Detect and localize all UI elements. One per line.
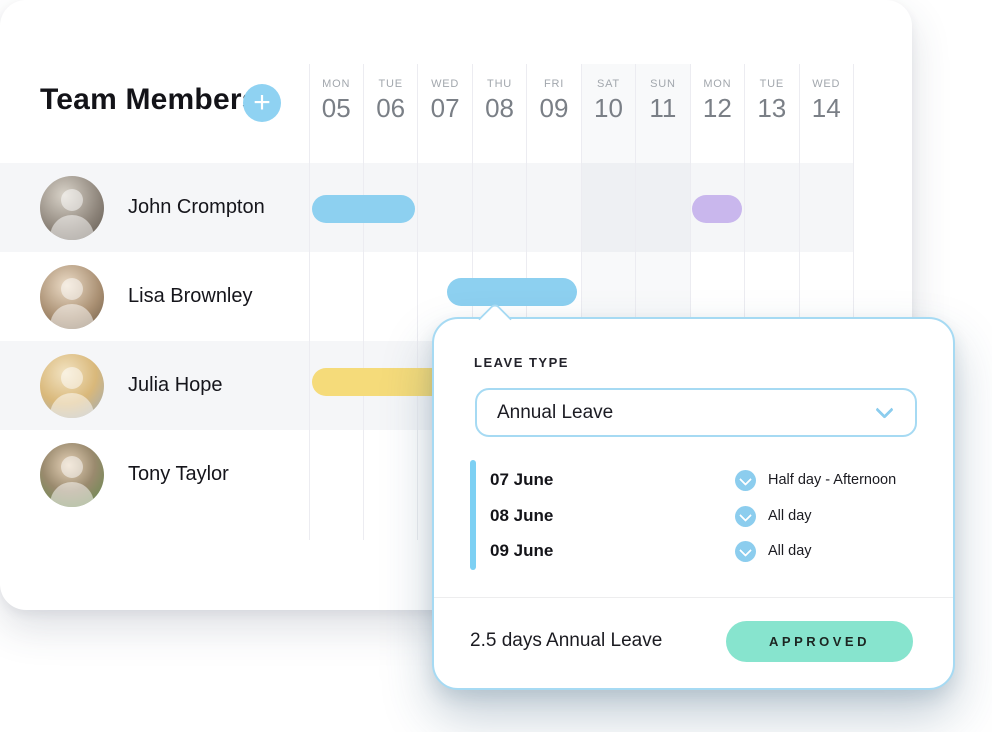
chevron-down-circle-icon[interactable] [735,541,756,562]
team-calendar-card: Team Members + MON 05 TUE 06 WED 07 THU … [40,64,854,540]
day-name: THU [487,78,513,90]
day-column-mon-05: MON 05 [308,64,363,540]
dates-accent-line [470,460,476,570]
day-column-mon-12: MON 12 [689,64,744,540]
day-date: 13 [757,93,787,123]
day-date: 08 [485,93,515,123]
leave-bar-julia-05[interactable] [311,368,438,396]
day-name: MON [703,78,732,90]
day-name: TUE [759,78,785,90]
entry-date: 09 June [490,541,554,560]
day-column-wed-14: WED 14 [798,64,853,540]
page-title: Team Members [40,83,259,116]
day-name: SAT [596,78,620,90]
member-name: Lisa Brownley [128,285,253,307]
leave-type-label: LEAVE TYPE [474,355,569,370]
avatar-lisa-brownley [40,264,104,329]
day-date: 05 [321,93,351,123]
grid-line [853,64,854,540]
day-name: TUE [378,78,403,90]
day-date: 09 [539,93,569,123]
leave-entry-row: 09 June All day [434,534,953,570]
chevron-down-icon [875,400,894,419]
day-name: MON [322,78,351,90]
day-name: WED [812,78,841,90]
leave-entry-row: 07 June Half day - Afternoon [434,463,953,499]
day-name: FRI [543,78,565,90]
day-date: 14 [811,93,841,123]
entry-date: 07 June [490,470,554,489]
day-date: 10 [594,93,623,123]
avatar-john-crompton [40,175,104,240]
day-date: 12 [702,93,732,123]
member-row-john-crompton: John Crompton [40,163,265,252]
day-date: 07 [430,93,460,123]
entry-option: All day [768,508,812,524]
day-date: 11 [649,93,677,123]
leave-summary: 2.5 days Annual Leave [470,630,663,651]
leave-bar-john-05-06[interactable] [311,195,415,223]
day-name: SUN [650,78,676,90]
divider [434,597,953,598]
day-name: WED [431,78,460,90]
plus-icon: + [253,86,271,119]
member-name: Tony Taylor [128,463,229,485]
member-row-julia-hope: Julia Hope [40,341,223,430]
chevron-down-circle-icon[interactable] [735,506,756,527]
approved-status-button[interactable]: APPROVED [726,621,913,662]
member-name: John Crompton [128,196,265,218]
avatar-tony-taylor [40,442,104,507]
leave-detail-popup: LEAVE TYPE Annual Leave 07 June Half day… [432,302,955,690]
day-date: 06 [376,93,406,123]
leave-bar-john-12[interactable] [691,195,742,223]
member-row-tony-taylor: Tony Taylor [40,430,229,519]
entry-option: All day [768,543,812,559]
chevron-down-circle-icon[interactable] [735,470,756,491]
leave-type-value: Annual Leave [497,401,614,423]
entry-option: Half day - Afternoon [768,472,897,488]
day-column-tue-13: TUE 13 [744,64,798,540]
entry-date: 08 June [490,506,554,525]
add-member-button[interactable]: + [243,84,281,122]
leave-entry-row: 08 June All day [434,499,953,535]
member-name: Julia Hope [128,374,223,396]
day-column-tue-06: TUE 06 [362,64,417,540]
leave-type-dropdown[interactable]: Annual Leave [475,388,917,437]
avatar-julia-hope [40,353,104,418]
day-column-wed-07: WED 07 [417,64,471,540]
member-row-lisa-brownley: Lisa Brownley [40,252,253,341]
leave-bar-lisa-07-09[interactable] [447,278,577,306]
